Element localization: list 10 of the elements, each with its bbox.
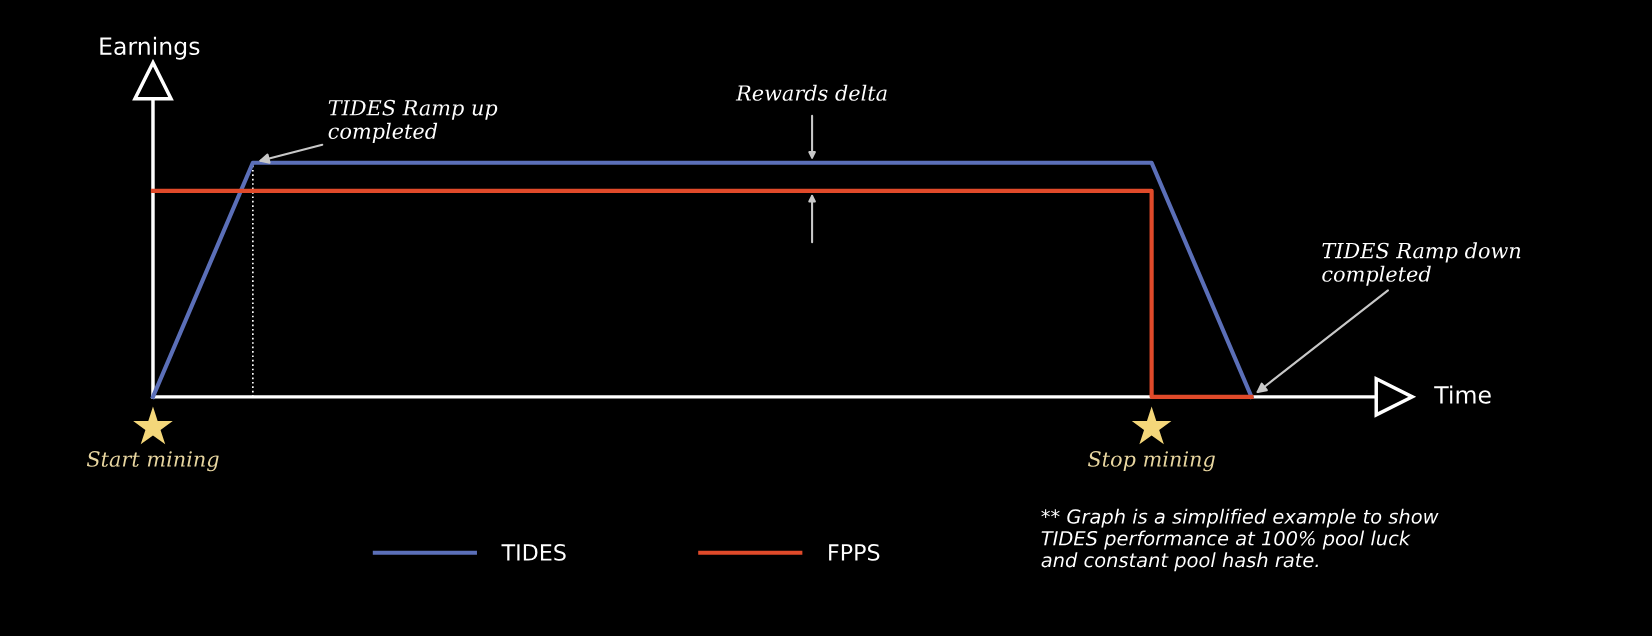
text: TIDES Ramp up completed — [328, 99, 498, 143]
text: TIDES Ramp down completed — [1322, 242, 1521, 286]
text: Stop mining — [1088, 451, 1215, 472]
y-axis-title: Earnings — [100, 36, 200, 60]
text: Rewards delta — [735, 84, 887, 101]
text: Start mining — [86, 451, 219, 472]
legend-label: FPPS — [829, 544, 880, 561]
text: ** Graph is a simplified example to show TIDES performance at 100% pool luck and constant pool hash rate. — [1041, 508, 1439, 572]
text: Time — [1434, 385, 1491, 404]
legend-label: TIDES — [501, 544, 566, 561]
